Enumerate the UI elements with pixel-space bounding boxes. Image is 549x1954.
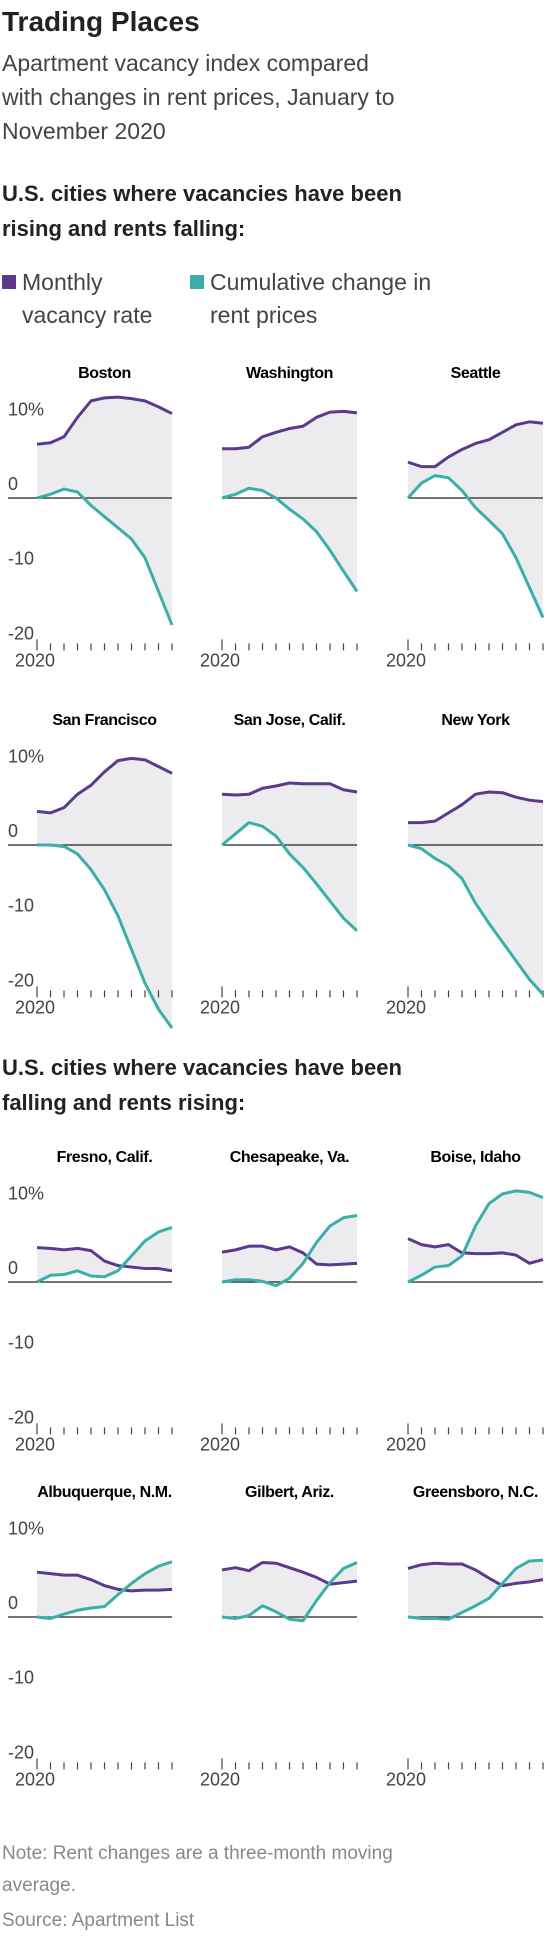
area-between: [37, 1227, 172, 1282]
series-line: [222, 409, 358, 451]
series-line: [221, 1214, 358, 1288]
panel-title: Albuquerque, N.M.: [37, 1484, 172, 1501]
series-line: [221, 1560, 358, 1586]
area-between: [37, 758, 172, 1029]
y-tick-label: 0: [8, 1258, 18, 1278]
series-line: [221, 1561, 358, 1623]
legend-swatch: [190, 275, 204, 289]
series-line: [407, 1189, 544, 1284]
panel-title: Greensboro, N.C.: [413, 1484, 538, 1501]
series-line: [36, 1560, 173, 1620]
y-tick-label: 0: [8, 821, 18, 841]
x-tick-label: 2020: [386, 1769, 426, 1789]
y-tick-label: -10: [8, 896, 34, 916]
series-line: [36, 395, 173, 446]
panel-title: San Francisco: [52, 712, 157, 729]
title: Trading Places: [2, 6, 200, 37]
legend-swatch: [2, 275, 16, 289]
subtitle: Apartment vacancy index compared with ch…: [2, 50, 395, 144]
source: Source: Apartment List: [2, 1910, 195, 1931]
y-tick-label: -20: [8, 1407, 34, 1427]
x-tick-label: 2020: [386, 1434, 426, 1454]
legend-item: Cumulative change in rent prices: [190, 266, 440, 332]
series-line: [221, 1244, 358, 1267]
area-between: [222, 411, 357, 592]
panel-title: Seattle: [451, 365, 501, 382]
series-line: [406, 474, 545, 619]
x-tick-label: 2020: [386, 997, 426, 1017]
y-tick-label: 10%: [8, 399, 44, 419]
series-line: [221, 486, 359, 593]
panel-title: Chesapeake, Va.: [230, 1149, 349, 1166]
y-tick-label: -10: [8, 549, 34, 569]
legend-label: Monthly vacancy rate: [22, 269, 153, 328]
area-between: [222, 782, 357, 931]
x-tick-label: 2020: [200, 650, 240, 670]
area-between: [408, 421, 543, 618]
series-line: [221, 821, 359, 932]
legend-item: Monthly vacancy rate: [2, 266, 172, 332]
y-tick-label: -20: [8, 623, 34, 643]
series-line: [36, 1226, 173, 1284]
y-tick-label: 0: [8, 1593, 18, 1613]
series-line: [407, 420, 544, 469]
x-tick-label: 2020: [15, 1434, 55, 1454]
series-line: [221, 781, 358, 797]
panel-title: Gilbert, Ariz.: [245, 1484, 334, 1501]
series-line: [407, 1237, 544, 1265]
panel-title: Washington: [246, 365, 333, 382]
x-tick-label: 2020: [200, 1769, 240, 1789]
x-tick-label: 2020: [15, 650, 55, 670]
y-tick-label: -20: [8, 970, 34, 990]
y-tick-label: -20: [8, 1742, 34, 1762]
series-line: [407, 1561, 544, 1588]
y-tick-label: 0: [8, 474, 18, 494]
note: Note: Rent changes are a three-month mov…: [2, 1843, 393, 1896]
series-line: [36, 1246, 173, 1273]
panel-title: New York: [441, 712, 510, 729]
legend-label: Cumulative change in rent prices: [210, 269, 432, 328]
panel-title: Fresno, Calif.: [57, 1149, 153, 1166]
y-tick-label: 10%: [8, 746, 44, 766]
series-line: [407, 1558, 544, 1621]
y-tick-label: -10: [8, 1668, 34, 1688]
y-tick-label: 10%: [8, 1518, 44, 1538]
x-tick-label: 2020: [200, 1434, 240, 1454]
x-tick-label: 2020: [15, 997, 55, 1017]
section-heading: U.S. cities where vacancies have been ri…: [2, 181, 402, 241]
area-between: [222, 1562, 357, 1621]
series-line: [36, 756, 173, 815]
area-between: [222, 1215, 357, 1286]
y-tick-label: -10: [8, 1333, 34, 1353]
panel-title: San Jose, Calif.: [234, 712, 346, 729]
area-between: [408, 791, 543, 995]
x-tick-label: 2020: [15, 1769, 55, 1789]
x-tick-label: 2020: [200, 997, 240, 1017]
series-line: [408, 790, 544, 825]
legend: Monthly vacancy rate Cumulative change i…: [2, 266, 440, 332]
panel-title: Boston: [78, 365, 131, 382]
series-line: [36, 1570, 173, 1593]
series-line: [37, 843, 174, 1029]
section-heading: U.S. cities where vacancies have been fa…: [2, 1055, 402, 1115]
series-line: [407, 843, 545, 996]
area-between: [37, 397, 172, 625]
panel-title: Boise, Idaho: [430, 1149, 521, 1166]
area-between: [408, 1560, 543, 1620]
y-tick-label: 10%: [8, 1183, 44, 1203]
series-line: [36, 487, 174, 626]
area-between: [408, 1190, 543, 1282]
x-tick-label: 2020: [386, 650, 426, 670]
